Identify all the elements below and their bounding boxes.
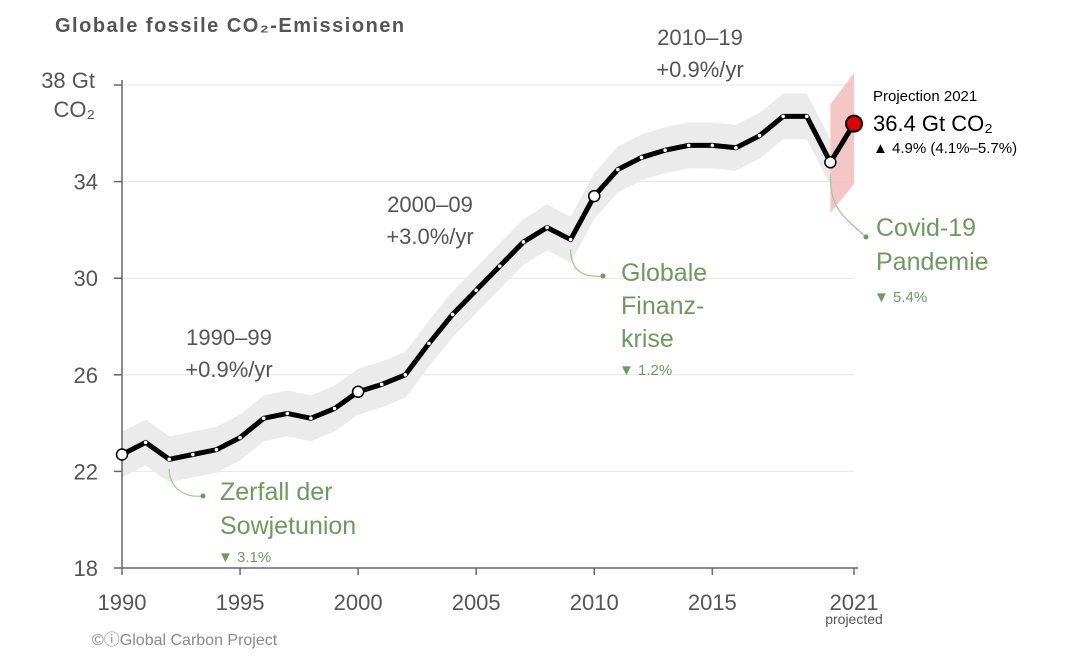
- data-point: [824, 156, 837, 169]
- decade-rate: +0.9%/yr: [185, 357, 272, 382]
- x-tick-label: 1995: [216, 590, 265, 615]
- chart-title: Globale fossile CO₂-Emissionen: [55, 15, 406, 37]
- data-point: [686, 143, 691, 148]
- data-point: [351, 385, 365, 398]
- event-label: krise: [621, 325, 674, 353]
- event-label: Zerfall der: [220, 478, 333, 506]
- data-point: [403, 373, 408, 377]
- data-point: [238, 435, 242, 440]
- y-axis-unit-label: 38 Gt: [41, 68, 95, 93]
- decade-label: 2010–19: [657, 25, 743, 50]
- decade-label: 2000–09: [387, 192, 473, 217]
- y-tick-label: 22: [74, 459, 98, 484]
- data-points: [115, 114, 863, 462]
- y-tick-label: 18: [74, 556, 98, 581]
- data-point: [521, 240, 526, 244]
- event-label: Sowjetunion: [220, 512, 356, 540]
- data-point: [781, 114, 785, 119]
- projection-change: ▲ 4.9% (4.1%–5.7%): [873, 140, 1017, 157]
- event-change: ▼ 3.1%: [218, 549, 271, 566]
- data-point: [710, 143, 715, 148]
- event-change: ▼ 5.4%: [874, 289, 927, 306]
- y-tick-label: 30: [74, 266, 98, 291]
- data-point: [427, 341, 431, 346]
- data-point: [214, 447, 219, 452]
- leader-dot: [863, 234, 869, 240]
- data-point: [568, 237, 573, 242]
- data-point: [804, 114, 809, 119]
- data-point: [285, 411, 290, 416]
- event-label: Globale: [621, 259, 707, 287]
- event-label: Finanz-: [621, 292, 704, 320]
- leader-dot: [600, 273, 606, 279]
- decade-label: 1990–99: [186, 325, 272, 350]
- event-label: Pandemie: [876, 248, 989, 276]
- y-tick-label: 34: [74, 170, 98, 195]
- data-point: [663, 148, 667, 153]
- data-point-projection-2021: [845, 114, 863, 133]
- projection-value: 36.4 Gt CO₂: [873, 111, 993, 136]
- data-point: [474, 288, 478, 293]
- leader-finance: [569, 249, 604, 277]
- x-tick-label: 2015: [688, 590, 737, 615]
- source-credit: ©ⓘGlobal Carbon Project: [92, 631, 278, 649]
- x-tick-label: 2021: [830, 590, 879, 615]
- annotation-leader-lines: [168, 174, 869, 499]
- event-change: ▼ 1.2%: [619, 362, 672, 379]
- data-point: [588, 189, 601, 203]
- data-point: [379, 382, 384, 387]
- data-point: [498, 264, 502, 268]
- x-tick-label: 2005: [452, 590, 501, 615]
- leader-covid: [829, 174, 867, 238]
- data-point: [332, 406, 337, 411]
- y-tick-label: 26: [74, 363, 98, 388]
- y-axis-unit-label: CO₂: [53, 97, 95, 122]
- data-point: [143, 440, 148, 445]
- data-point: [309, 416, 313, 421]
- leader-soviet: [168, 468, 204, 497]
- x-tick-label: 2000: [334, 590, 383, 615]
- data-point: [261, 416, 266, 421]
- x-tick-label: 1990: [98, 590, 147, 615]
- projection-title: Projection 2021: [873, 88, 977, 105]
- data-point: [616, 167, 620, 172]
- emissions-series-line: [120, 113, 857, 462]
- y-axis-ticks: 34 30 26 22 18: [74, 84, 122, 581]
- event-label: Covid-19: [876, 214, 976, 242]
- data-point: [167, 457, 172, 462]
- data-point: [450, 312, 455, 317]
- x-tick-label: 2010: [570, 590, 619, 615]
- data-point: [115, 448, 129, 461]
- decade-rate: +3.0%/yr: [386, 224, 473, 249]
- x-tick-sublabel: projected: [825, 611, 883, 627]
- data-point: [545, 225, 549, 230]
- annotation-labels: 1990–99 +0.9%/yr 2000–09 +3.0%/yr 2010–19 +0.…: [185, 25, 1017, 566]
- data-point: [757, 133, 762, 138]
- data-point: [639, 155, 644, 160]
- decade-rate: +0.9%/yr: [656, 57, 743, 82]
- leader-dot: [200, 493, 206, 499]
- data-point: [734, 145, 738, 150]
- data-point: [191, 452, 195, 457]
